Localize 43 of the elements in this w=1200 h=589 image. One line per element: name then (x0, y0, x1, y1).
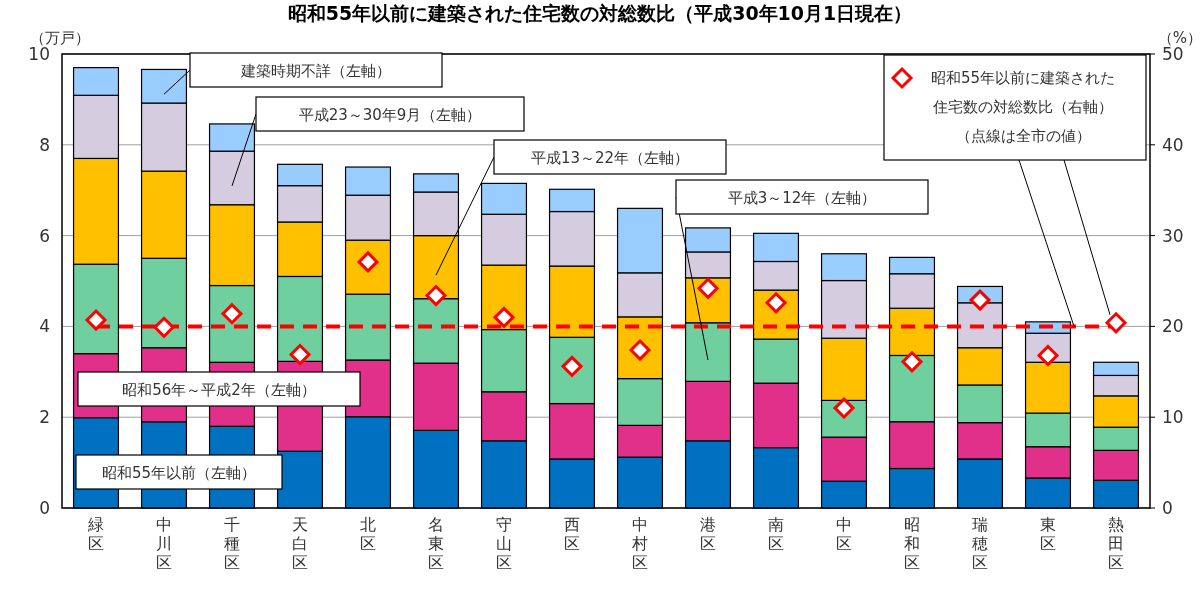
y-tick-label: 8 (39, 134, 50, 155)
legend-label: 昭和55年以前に建築された住宅数の対総数比（右軸） (930, 69, 1116, 116)
x-tick-label: 北区 (360, 515, 376, 553)
x-tick-label: 東区 (1040, 515, 1056, 553)
point (1105, 312, 1127, 334)
x-tick-label: 中村区 (631, 515, 648, 572)
y2-tick-label: 20 (1162, 316, 1184, 337)
point (697, 277, 719, 299)
y-tick-label: 4 (39, 316, 50, 337)
series-label: 昭和56年～平成2年（左軸） (122, 381, 316, 399)
x-tick-label: 天白区 (292, 515, 308, 572)
point (765, 292, 787, 314)
x-tick-label: 昭和区 (904, 515, 920, 572)
ref-line-label: （点線は全市の値） (955, 127, 1091, 145)
x-tick-label: 港区 (700, 515, 716, 553)
y-axis-title: （万戸） (30, 29, 90, 47)
y2-tick-label: 10 (1162, 407, 1184, 428)
point (85, 309, 107, 331)
y-tick-label: 0 (39, 498, 50, 518)
x-tick-label: 名東区 (428, 515, 444, 572)
y2-tick-label: 40 (1162, 134, 1184, 155)
x-tick-label: 緑区 (87, 515, 104, 553)
point (969, 289, 991, 311)
y2-tick-label: 0 (1162, 498, 1173, 518)
point (493, 306, 515, 328)
x-tick-label: 西区 (564, 515, 580, 553)
x-tick-label: 中川区 (156, 515, 172, 572)
point (153, 316, 175, 338)
x-tick-label: 瑞穂区 (972, 515, 988, 572)
x-tick-label: 千種区 (224, 515, 240, 572)
point (289, 344, 311, 366)
y2-axis-title: （%） (1157, 29, 1200, 47)
y2-tick-label: 30 (1162, 225, 1184, 246)
point (425, 285, 447, 307)
chart-title: 昭和55年以前に建築された住宅数の対総数比（平成30年10月1日現在） (287, 2, 913, 24)
point (901, 351, 923, 373)
y-tick-label: 6 (39, 225, 50, 246)
x-tick-label: 中区 (836, 515, 852, 553)
x-tick-label: 南区 (768, 515, 784, 553)
x-tick-label: 守山区 (496, 515, 512, 572)
y-tick-label: 2 (39, 407, 50, 428)
x-tick-label: 熱田区 (1108, 515, 1124, 572)
series-label: 昭和55年以前（左軸） (101, 464, 257, 482)
